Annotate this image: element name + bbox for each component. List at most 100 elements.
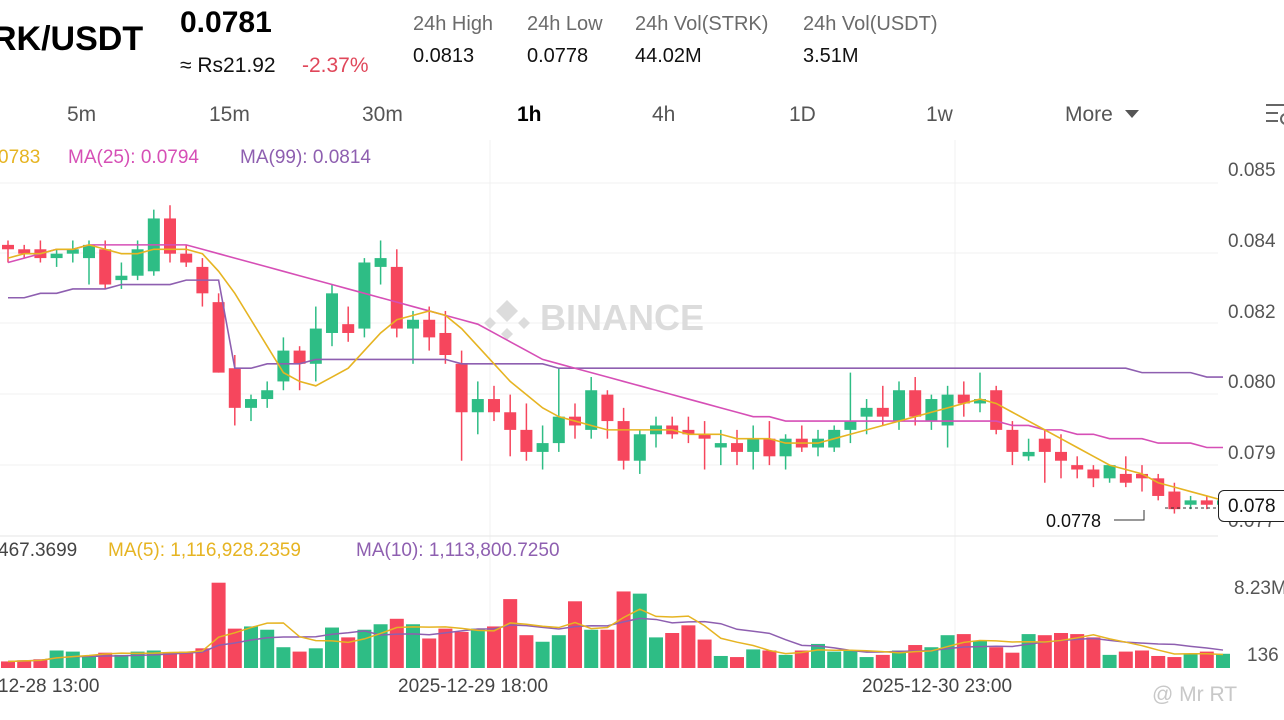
candle-body — [407, 319, 419, 329]
candle-body — [876, 407, 889, 417]
volume-bar — [1, 661, 15, 668]
chart-settings-icon[interactable] — [1264, 100, 1284, 130]
volume-bar — [924, 647, 939, 668]
stat-24h-high-label: 24h High — [413, 13, 494, 35]
author-watermark: @ Mr RT — [1152, 683, 1238, 706]
candle-body — [682, 429, 695, 435]
candle-body — [261, 390, 274, 400]
low-price-marker: 0.0778 — [1046, 511, 1102, 531]
candle-body — [342, 324, 355, 333]
candle-body — [1168, 491, 1181, 510]
volume-bar — [1054, 633, 1068, 668]
volume-bar — [1183, 653, 1198, 668]
candle-body — [844, 421, 857, 430]
volume-bar — [1216, 653, 1230, 668]
price-axis-label: 0.085 — [1228, 160, 1276, 181]
candle-body — [115, 275, 128, 281]
ma7-line — [7, 244, 1224, 502]
stat-24h-low-value: 0.0778 — [527, 45, 589, 67]
svg-text:BINANCE: BINANCE — [540, 297, 704, 338]
price-axis-label: 0.084 — [1228, 231, 1276, 252]
volume-bar — [649, 637, 663, 668]
volume-axis-label: 8.23M — [1234, 578, 1284, 599]
volume-bar — [211, 582, 226, 668]
ma25-line — [7, 244, 1223, 449]
candle-body — [860, 407, 873, 417]
volume-bars-layer — [1, 582, 1230, 668]
candle-body — [358, 262, 371, 329]
volume-bar — [746, 649, 761, 668]
candle-body — [50, 253, 63, 259]
candle-body — [99, 249, 112, 285]
candle-body — [488, 399, 500, 413]
ma99-line — [8, 279, 1223, 378]
low-marker-line — [1114, 510, 1145, 521]
volume-bar — [778, 654, 793, 668]
candle-body — [925, 399, 938, 422]
candle-body — [131, 249, 144, 276]
candle-body — [18, 249, 31, 254]
volume-bar — [17, 660, 32, 668]
volume-bar — [859, 657, 874, 668]
volume-ma10-line — [7, 617, 1224, 663]
candle-body — [390, 266, 403, 329]
volume-bar — [584, 629, 599, 668]
tab-30m[interactable]: 30m — [362, 103, 403, 126]
candle-body — [439, 332, 452, 355]
volume-bar — [681, 625, 696, 668]
tab-5m[interactable]: 5m — [67, 103, 97, 126]
stat-24h-low-label: 24h Low — [527, 13, 603, 35]
volume-bar — [908, 645, 923, 668]
candle-body — [974, 399, 986, 404]
candle-body — [1055, 451, 1067, 461]
ma99-value: MA(99): 0.0814 — [240, 147, 371, 168]
candle-body — [601, 394, 614, 422]
volume-ma5-line — [7, 608, 1224, 663]
price-change-percent: -2.37% — [302, 54, 369, 77]
volume-bar — [989, 647, 1004, 668]
candle-body — [504, 412, 517, 430]
candle-body — [180, 253, 193, 263]
volume-bar — [389, 618, 404, 668]
tab-15m[interactable]: 15m — [209, 103, 250, 126]
volume-bar — [1151, 655, 1166, 668]
volume-bar — [341, 637, 356, 668]
stat-24h-high-value: 0.0813 — [413, 45, 475, 67]
volume-bar — [811, 643, 825, 668]
volume-bar — [308, 648, 323, 668]
tab-1w[interactable]: 1w — [926, 103, 953, 126]
volume-bar — [179, 651, 194, 668]
tab-1d[interactable]: 1D — [789, 103, 816, 126]
volume-bar — [616, 591, 631, 668]
volume-bar — [1037, 635, 1052, 668]
price-axis-label: 0.080 — [1228, 372, 1276, 393]
tab-4h[interactable]: 4h — [652, 103, 676, 126]
date-axis-label: 2025-12-30 23:00 — [862, 676, 1013, 697]
ma25-value: MA(25): 0.0794 — [68, 147, 199, 168]
volume-bar — [827, 651, 842, 668]
volume-bar — [713, 655, 728, 668]
candle-body — [990, 390, 1003, 430]
tab-more[interactable]: More — [1065, 103, 1139, 127]
volume-value: 467.3699 — [0, 540, 78, 561]
volume-bar — [470, 628, 485, 668]
candle-body — [893, 390, 905, 422]
candle-body — [2, 244, 14, 250]
candle-body — [617, 421, 630, 461]
chevron-down-icon — [1124, 110, 1139, 118]
tab-1h[interactable]: 1h — [517, 103, 542, 126]
volume-bar — [843, 650, 858, 668]
volume-bar — [519, 635, 534, 668]
stat-24h-vol-base-value: 44.02M — [635, 45, 702, 67]
ma-lines-layer — [7, 244, 1224, 502]
volume-bar — [730, 657, 744, 668]
binance-watermark: BINANCE — [484, 297, 704, 340]
volume-ma10-value: MA(10): 1,113,800.7250 — [356, 540, 560, 561]
volume-bar — [762, 650, 777, 668]
volume-bar — [1102, 654, 1117, 668]
candle-body — [633, 434, 646, 461]
volume-bar — [82, 655, 96, 668]
candle-body — [1022, 451, 1035, 457]
volume-bar — [276, 647, 291, 668]
